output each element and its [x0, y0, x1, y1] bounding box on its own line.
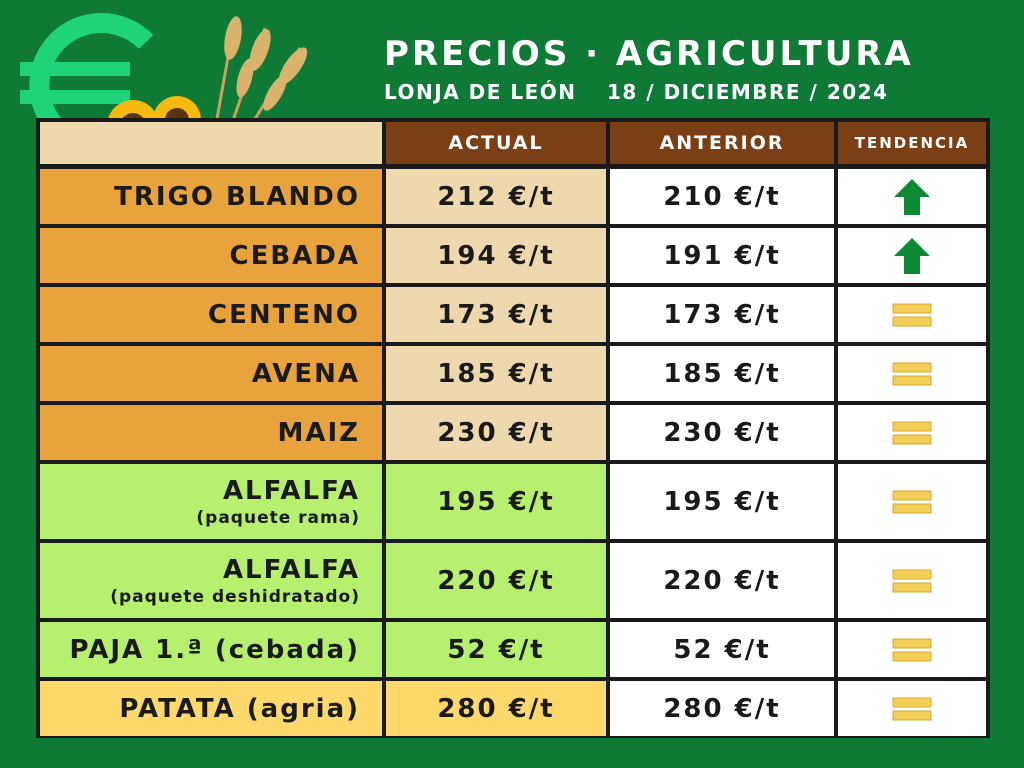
actual-price: 52 €/t	[386, 622, 606, 677]
previous-price: 210 €/t	[610, 169, 834, 224]
actual-price: 220 €/t	[386, 543, 606, 618]
trend-cell	[838, 228, 986, 283]
equal-icon	[892, 490, 932, 513]
previous-price: 195 €/t	[610, 464, 834, 539]
header-blank-cell	[40, 122, 382, 164]
product-name: CEBADA	[229, 240, 360, 271]
trend-cell	[838, 622, 986, 677]
trend-cell	[838, 405, 986, 460]
product-subtitle: (paquete deshidratado)	[110, 586, 360, 607]
product-name-cell: CEBADA	[40, 228, 382, 283]
market-name: LONJA DE LEÓN	[384, 80, 577, 104]
previous-price: 220 €/t	[610, 543, 834, 618]
product-name-cell: TRIGO BLANDO	[40, 169, 382, 224]
trend-cell	[838, 464, 986, 539]
product-name: CENTENO	[208, 299, 360, 330]
product-name: ALFALFA	[222, 554, 360, 585]
previous-price: 173 €/t	[610, 287, 834, 342]
price-table: ACTUAL ANTERIOR TENDENCIA TRIGO BLANDO 212 €…	[36, 118, 990, 738]
equal-icon	[892, 362, 932, 385]
actual-price: 185 €/t	[386, 346, 606, 401]
product-name-cell: AVENA	[40, 346, 382, 401]
product-name-cell: PAJA 1.ª (cebada)	[40, 622, 382, 677]
product-name: PATATA (agria)	[119, 693, 360, 724]
actual-price: 230 €/t	[386, 405, 606, 460]
previous-price: 191 €/t	[610, 228, 834, 283]
trend-cell	[838, 169, 986, 224]
equal-icon	[892, 303, 932, 326]
trend-cell	[838, 287, 986, 342]
column-header-actual: ACTUAL	[386, 122, 606, 164]
previous-price: 230 €/t	[610, 405, 834, 460]
equal-icon	[892, 569, 932, 592]
product-name-cell: PATATA (agria)	[40, 681, 382, 736]
product-name: TRIGO BLANDO	[114, 181, 360, 212]
report-date: 18 / DICIEMBRE / 2024	[607, 80, 889, 104]
trend-cell	[838, 346, 986, 401]
product-name: AVENA	[251, 358, 360, 389]
previous-price: 280 €/t	[610, 681, 834, 736]
product-name-cell: MAIZ	[40, 405, 382, 460]
product-name-cell: ALFALFA (paquete deshidratado)	[40, 543, 382, 618]
equal-icon	[892, 697, 932, 720]
previous-price: 185 €/t	[610, 346, 834, 401]
equal-icon	[892, 421, 932, 444]
product-name-cell: CENTENO	[40, 287, 382, 342]
product-name: ALFALFA	[222, 475, 360, 506]
actual-price: 280 €/t	[386, 681, 606, 736]
up-arrow-icon	[894, 178, 930, 215]
previous-price: 52 €/t	[610, 622, 834, 677]
equal-icon	[892, 638, 932, 661]
actual-price: 212 €/t	[386, 169, 606, 224]
column-header-tendencia: TENDENCIA	[838, 122, 986, 164]
page-title: PRECIOS · AGRICULTURA	[384, 34, 914, 74]
product-name: MAIZ	[277, 417, 360, 448]
actual-price: 173 €/t	[386, 287, 606, 342]
column-header-anterior: ANTERIOR	[610, 122, 834, 164]
actual-price: 194 €/t	[386, 228, 606, 283]
product-subtitle: (paquete rama)	[196, 507, 360, 528]
trend-cell	[838, 543, 986, 618]
page-subtitle: LONJA DE LEÓN 18 / DICIEMBRE / 2024	[384, 80, 889, 104]
up-arrow-icon	[894, 237, 930, 274]
product-name: PAJA 1.ª (cebada)	[69, 634, 360, 665]
product-name-cell: ALFALFA (paquete rama)	[40, 464, 382, 539]
actual-price: 195 €/t	[386, 464, 606, 539]
trend-cell	[838, 681, 986, 736]
